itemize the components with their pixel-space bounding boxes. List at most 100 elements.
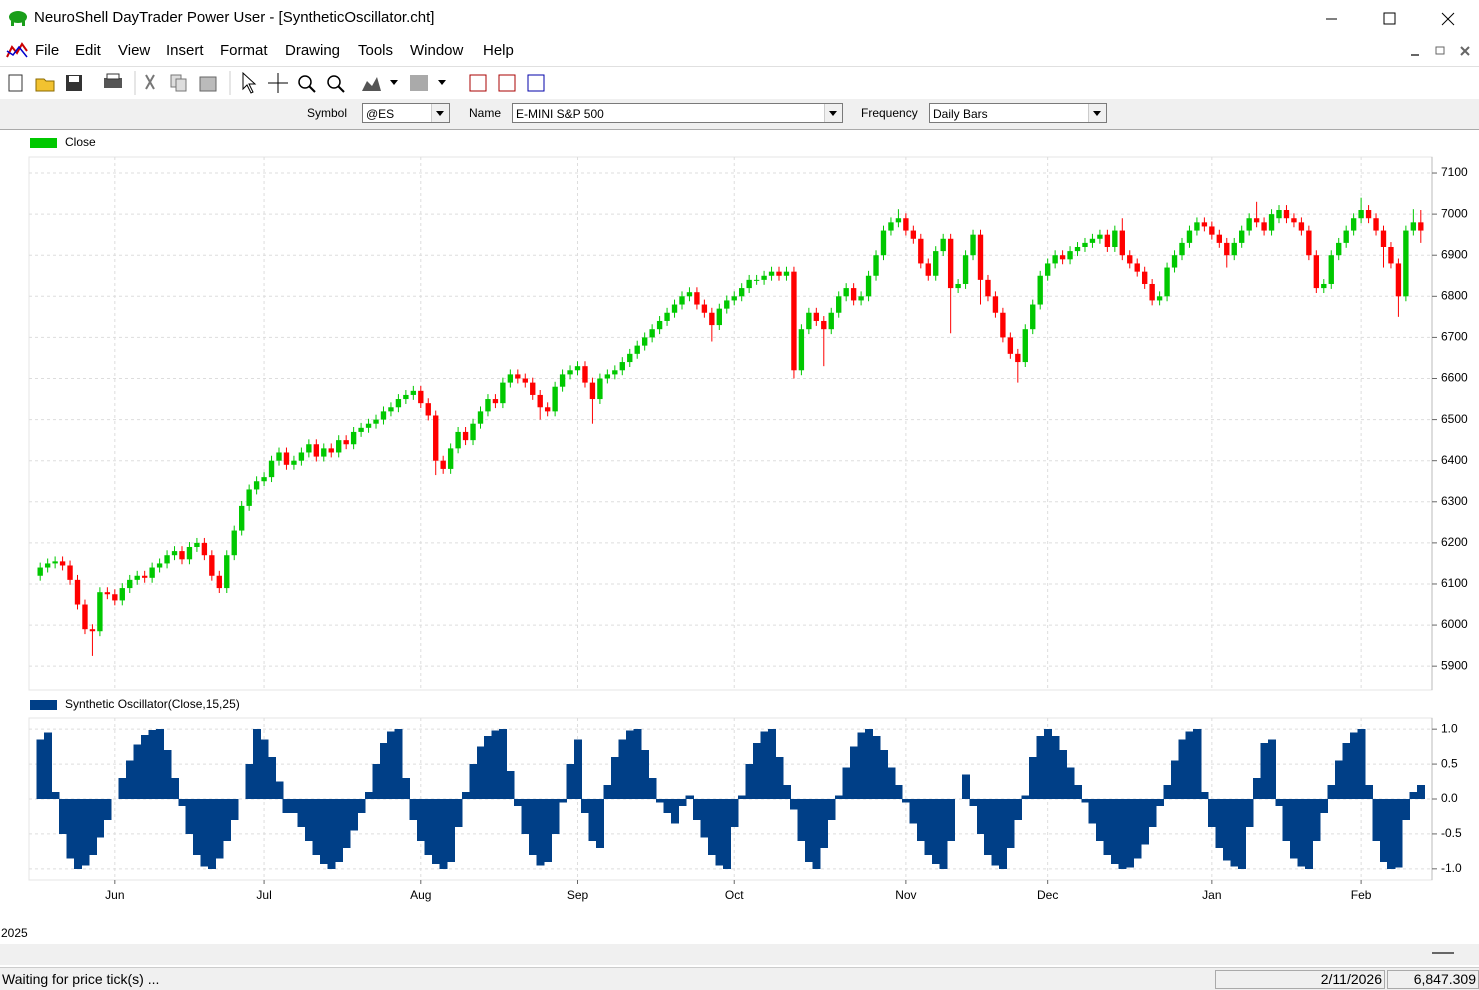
oscillator-bar	[1096, 799, 1105, 841]
candle-body	[343, 440, 349, 445]
oscillator-bar	[349, 799, 358, 831]
status-date: 2/11/2026	[1215, 970, 1385, 989]
oscillator-bar	[334, 799, 344, 862]
x-tick-label: Oct	[725, 888, 744, 902]
candle-body	[462, 431, 469, 441]
oscillator-bar	[290, 799, 299, 813]
candle-body	[1030, 304, 1036, 330]
oscillator-bar	[1140, 799, 1150, 845]
oscillator-bar	[1417, 785, 1426, 799]
frequency-combo[interactable]: Daily Bars	[929, 103, 1107, 123]
candle-body	[1276, 210, 1282, 219]
oscillator-bar	[1215, 799, 1224, 848]
oscillator-bar	[640, 750, 650, 799]
oscillator-bar	[193, 799, 202, 855]
candle-body	[1015, 353, 1021, 363]
candle-body	[522, 378, 528, 383]
candle-body	[477, 411, 484, 424]
candle-body	[418, 390, 424, 404]
oscillator-bar	[260, 739, 269, 799]
oscillator-bar	[976, 799, 985, 834]
candle-body	[1186, 230, 1193, 243]
menu-item[interactable]: Edit	[75, 42, 101, 59]
candle-body	[291, 460, 297, 465]
x-tick-label: Feb	[1351, 888, 1372, 902]
menu-item[interactable]: Format	[220, 42, 268, 59]
oscillator-bar	[327, 799, 336, 869]
menu-item[interactable]: Drawing	[285, 42, 341, 59]
oscillator-bar	[745, 764, 754, 799]
x-tick-label: Jan	[1202, 888, 1221, 902]
mdi-controls[interactable]	[1405, 43, 1475, 59]
window-controls[interactable]	[1310, 0, 1479, 37]
oscillator-bar	[1170, 760, 1179, 799]
menu-item[interactable]: Help	[483, 42, 514, 59]
scrollbar[interactable]	[0, 944, 1479, 965]
candle-body	[634, 345, 640, 354]
oscillator-bar	[282, 799, 291, 813]
oscillator-bar	[611, 757, 620, 799]
candle-body	[171, 551, 178, 556]
frequency-label: Frequency	[861, 106, 918, 120]
candle-body	[567, 370, 573, 375]
oscillator-bar	[812, 799, 821, 869]
candle-body	[761, 275, 767, 280]
oscillator-bar	[506, 771, 515, 799]
candle-body	[1253, 218, 1260, 223]
oscillator-bar	[215, 799, 224, 859]
menu-item[interactable]: File	[35, 42, 60, 59]
y-tick-label: 6400	[1441, 453, 1468, 467]
candle-body	[671, 304, 678, 313]
oscillator-bar	[969, 799, 978, 806]
menu-item[interactable]: Tools	[358, 42, 394, 59]
candle-body	[1097, 234, 1103, 239]
candle-body	[1298, 222, 1305, 231]
candle-body	[239, 505, 245, 531]
symbol-combo[interactable]: @ES	[362, 103, 450, 123]
oscillator-bar	[1223, 799, 1232, 861]
menu-item[interactable]: Insert	[166, 42, 204, 59]
candle-body	[686, 292, 693, 297]
oscillator-bar	[1349, 732, 1358, 799]
symbol-value: @ES	[366, 107, 395, 121]
oscillator-bar	[1066, 767, 1075, 799]
oscillator-bar	[469, 764, 478, 799]
x-tick-label: Jun	[105, 888, 124, 902]
oscillator-bar	[103, 799, 112, 820]
candle-body	[910, 230, 917, 239]
candle-body	[112, 594, 118, 601]
window-title: NeuroShell DayTrader Power User - [Synth…	[34, 9, 435, 26]
name-combo[interactable]: E-MINI S&P 500	[512, 103, 843, 123]
oscillator-bar	[81, 799, 90, 866]
menu-item[interactable]: View	[118, 42, 151, 59]
candle-body	[1007, 337, 1014, 354]
candle-body	[164, 555, 170, 564]
toolbar-icons[interactable]	[0, 67, 560, 99]
candle-body	[940, 238, 946, 252]
candle-body	[627, 353, 633, 363]
oscillator-bar	[887, 767, 896, 799]
oscillator-bar	[446, 799, 455, 862]
candle-body	[836, 296, 842, 313]
menu-item[interactable]: Window	[410, 42, 464, 59]
oscillator-bar	[372, 764, 381, 799]
candle-body	[895, 218, 902, 223]
candle-body	[582, 366, 588, 383]
candle-body	[1291, 218, 1297, 223]
oscillator-bar	[1111, 799, 1120, 864]
oscillator-bar	[245, 764, 254, 799]
candle-body	[880, 230, 887, 256]
oscillator-bar	[648, 778, 657, 799]
oscillator-bar	[1148, 799, 1157, 827]
oscillator-bar	[521, 799, 530, 834]
oscillator-bar	[424, 799, 433, 855]
y-tick-label: 6000	[1441, 617, 1468, 631]
candle-body	[1074, 246, 1081, 252]
candle-body	[731, 296, 737, 301]
oscillator-bar	[663, 799, 672, 813]
candle-body	[1156, 296, 1163, 301]
oscillator-bar	[163, 750, 172, 799]
oscillator-bar	[1282, 799, 1291, 841]
candle-body	[59, 561, 66, 566]
name-value: E-MINI S&P 500	[516, 107, 604, 121]
